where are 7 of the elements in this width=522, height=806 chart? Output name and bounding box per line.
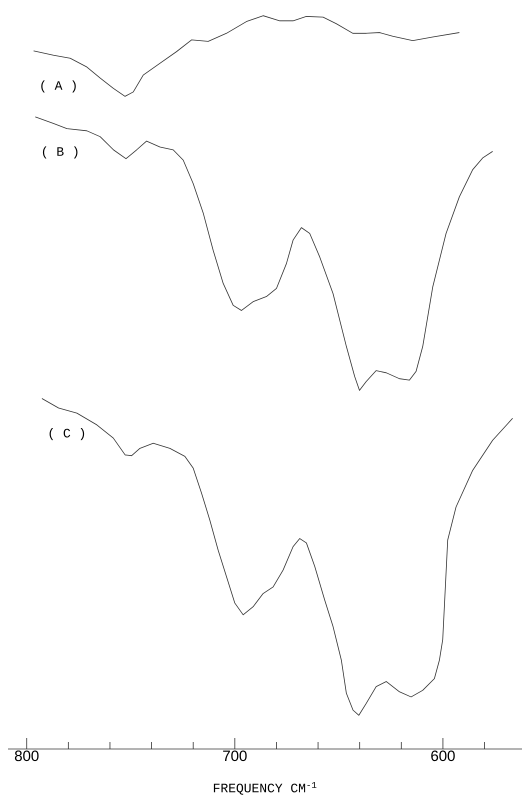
series-label: ( A ) — [41, 80, 76, 92]
x-tick-label: 600 — [431, 750, 455, 762]
x-tick-label: 800 — [14, 750, 39, 762]
x-tick-label: 700 — [223, 750, 247, 762]
series-label: ( B ) — [42, 146, 78, 158]
x-axis-title: FREQUENCY CM$^{-1}$ — [214, 782, 316, 795]
series-label: ( C ) — [50, 428, 84, 440]
